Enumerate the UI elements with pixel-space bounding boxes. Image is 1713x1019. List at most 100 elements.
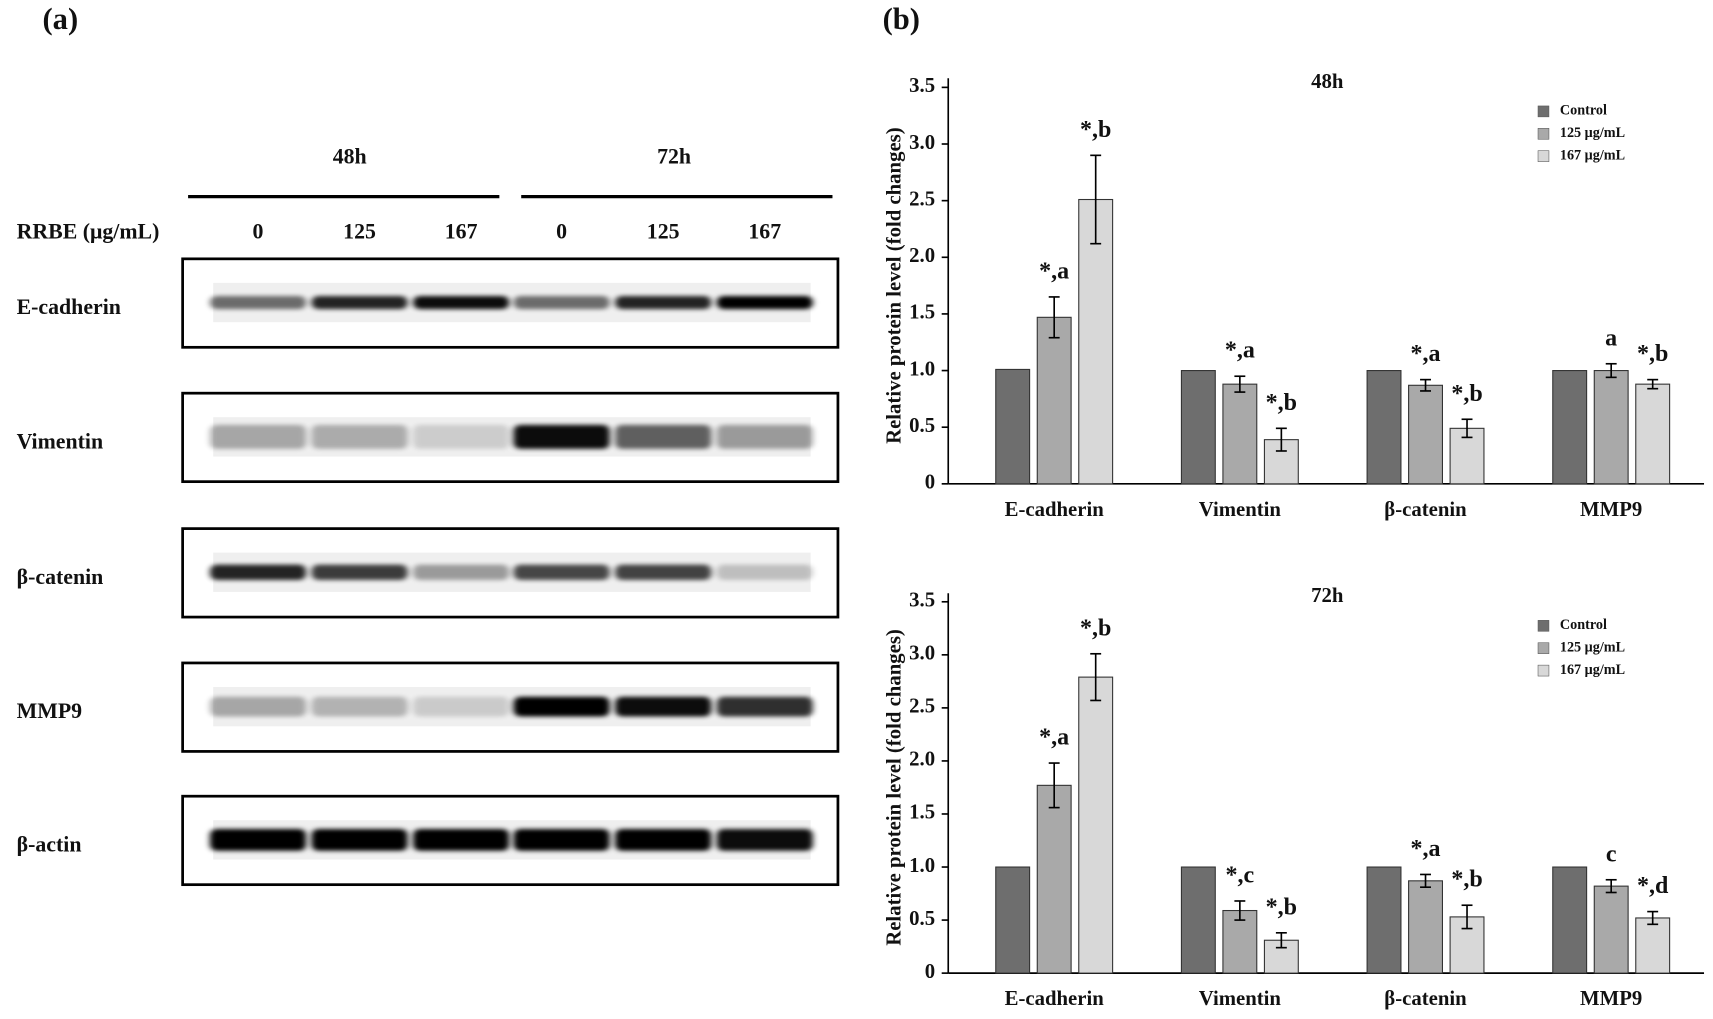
error-bar: [1605, 878, 1617, 894]
bar: [1078, 676, 1114, 974]
bar: [1366, 370, 1402, 485]
protein-label: MMP9: [17, 699, 83, 723]
bar: [1222, 909, 1258, 974]
blot-band: [311, 696, 408, 717]
bar: [1408, 880, 1443, 974]
blot-band: [716, 564, 813, 580]
x-tick-label: Vimentin: [1199, 988, 1282, 1010]
protein-label: β-catenin: [17, 565, 104, 589]
significance-label: a: [1605, 325, 1617, 351]
time-label: 72h: [657, 144, 691, 168]
y-tick-label: 1.5: [909, 302, 935, 324]
y-tick-label: 3.5: [909, 590, 935, 612]
bar: [1635, 383, 1671, 485]
significance-label: *,d: [1637, 873, 1669, 899]
legend-label: Control: [1560, 103, 1607, 119]
significance-label: *,a: [1039, 725, 1069, 751]
blot-band: [615, 828, 712, 851]
significance-label: *,b: [1451, 381, 1482, 407]
blot-band: [209, 828, 307, 851]
dose-label: 125: [343, 220, 376, 244]
legend-label: Control: [1560, 617, 1607, 633]
error-bar: [1090, 652, 1102, 702]
blot-band: [716, 295, 813, 310]
significance-label: *,b: [1080, 117, 1111, 143]
legend-label: 125 μg/mL: [1560, 125, 1625, 141]
y-tick-label: 2.5: [909, 188, 935, 210]
significance-label: *,a: [1411, 836, 1441, 862]
blot-band: [311, 564, 408, 580]
y-tick-label: 3.0: [909, 132, 935, 154]
error-bar: [1090, 154, 1102, 245]
dose-label: 0: [556, 220, 567, 244]
significance-label: *,b: [1266, 894, 1297, 920]
y-tick-label: 0.5: [909, 415, 935, 437]
dose-header: RRBE (μg/mL): [17, 220, 160, 244]
bar: [1593, 370, 1629, 485]
blot-band: [615, 295, 712, 310]
significance-label: *,b: [1080, 615, 1111, 641]
legend-label: 167 μg/mL: [1560, 662, 1625, 678]
error-bar: [1605, 362, 1617, 379]
y-tick-label: 1.0: [909, 358, 935, 380]
blot-band: [513, 696, 610, 717]
blot-band: [513, 424, 610, 449]
blot-band: [209, 295, 307, 310]
x-tick-label: MMP9: [1580, 499, 1642, 521]
x-tick-label: MMP9: [1580, 988, 1642, 1010]
bar: [1552, 370, 1588, 485]
legend-label: 167 μg/mL: [1560, 147, 1625, 163]
y-axis-label: Relative protein level (fold changes): [884, 127, 906, 444]
significance-label: *,a: [1411, 341, 1441, 367]
blot-band: [716, 828, 813, 851]
legend-swatch: [1537, 105, 1550, 118]
bar: [1036, 784, 1072, 974]
blot-band: [716, 424, 813, 449]
blot-band: [513, 564, 610, 580]
error-bar: [1234, 900, 1246, 921]
legend-swatch: [1537, 150, 1550, 162]
bar: [1366, 866, 1402, 974]
protein-label: E-cadherin: [17, 295, 121, 319]
y-tick-label: 2.5: [909, 696, 935, 718]
x-tick-label: E-cadherin: [1005, 499, 1105, 521]
bar: [1552, 866, 1588, 974]
error-bar: [1420, 378, 1431, 392]
time-label: 48h: [333, 144, 367, 168]
bar: [1078, 198, 1114, 485]
blot-band: [413, 564, 510, 580]
blot-band: [311, 828, 408, 851]
y-axis-label: Relative protein level (fold changes): [884, 629, 906, 946]
bar: [1222, 383, 1258, 485]
blot-band: [209, 696, 307, 717]
legend-swatch: [1537, 642, 1550, 654]
blot-band: [209, 424, 307, 449]
dose-label: 167: [445, 220, 478, 244]
legend-swatch: [1537, 620, 1550, 632]
y-tick-label: 0: [925, 961, 935, 983]
significance-label: *,c: [1226, 862, 1255, 888]
panel-label: (b): [883, 2, 920, 36]
y-tick-label: 0.5: [909, 908, 935, 930]
dose-label: 0: [253, 220, 264, 244]
legend-label: 125 μg/mL: [1560, 639, 1625, 655]
y-tick-label: 3.0: [909, 643, 935, 665]
error-bar: [1420, 873, 1431, 889]
x-tick-label: Vimentin: [1199, 499, 1282, 521]
error-bar: [1461, 904, 1473, 930]
error-bar: [1234, 375, 1246, 393]
error-bar: [1647, 378, 1659, 390]
blot-band: [413, 696, 510, 717]
significance-label: c: [1606, 841, 1617, 867]
y-tick-label: 0: [925, 472, 935, 494]
bar: [995, 368, 1031, 485]
title: 48h: [1311, 71, 1344, 93]
y-tick-label: 1.0: [909, 855, 935, 877]
error-bar: [1275, 931, 1287, 949]
blot-band: [209, 564, 307, 580]
blot-band: [513, 295, 610, 310]
blot-band: [413, 295, 510, 310]
dose-label: 125: [647, 220, 680, 244]
protein-label: Vimentin: [17, 429, 104, 453]
error-bar: [1048, 296, 1060, 339]
